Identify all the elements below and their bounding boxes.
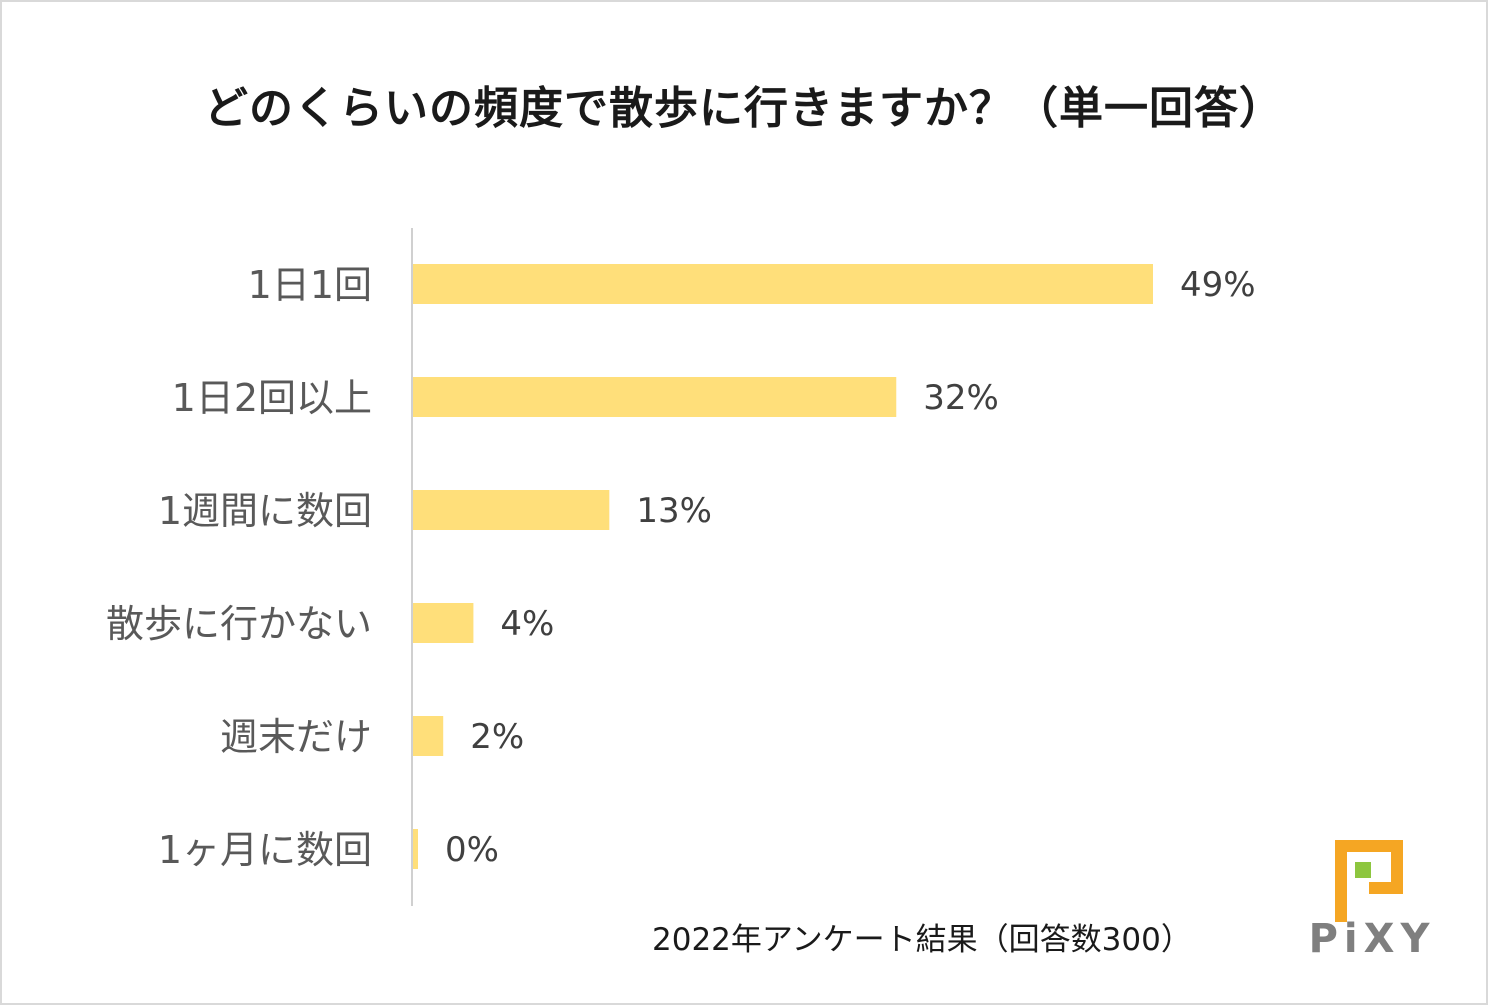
bar-3: [413, 490, 610, 530]
category-label-4: 散歩に行かない: [106, 602, 372, 646]
value-label-5: 2%: [470, 717, 524, 757]
logo-accent-square: [1355, 862, 1371, 878]
category-label-1: 1日1回: [248, 263, 372, 307]
bar-6: [413, 829, 418, 869]
pixy-logo-mark: [1335, 840, 1403, 924]
value-label-3: 13%: [636, 491, 712, 531]
category-label-5: 週末だけ: [220, 715, 372, 759]
value-label-4: 4%: [500, 604, 554, 644]
bar-4: [413, 603, 474, 643]
category-label-3: 1週間に数回: [158, 489, 372, 533]
logo-wordmark: PiXY: [1308, 916, 1436, 962]
category-label-2: 1日2回以上: [172, 376, 372, 420]
bars-layer: 1日1回 49% 1日2回以上 32% 1週間に数回 13% 散歩に行かない 4% 週末だけ 2%…: [106, 263, 1256, 872]
category-label-6: 1ヶ月に数回: [158, 828, 372, 872]
value-label-2: 32%: [923, 378, 999, 418]
footnote: 2022年アンケート結果（回答数300）: [652, 922, 1192, 958]
value-label-6: 0%: [445, 830, 499, 870]
bar-5: [413, 716, 444, 756]
chart-title: どのくらいの頻度で散歩に行きますか？（単一回答）: [204, 83, 1284, 134]
bar-1: [413, 264, 1153, 304]
value-label-1: 49%: [1180, 265, 1256, 305]
logo-p-shape: [1335, 840, 1403, 924]
pixy-logo: PiXY: [1307, 832, 1437, 962]
bar-2: [413, 377, 897, 417]
